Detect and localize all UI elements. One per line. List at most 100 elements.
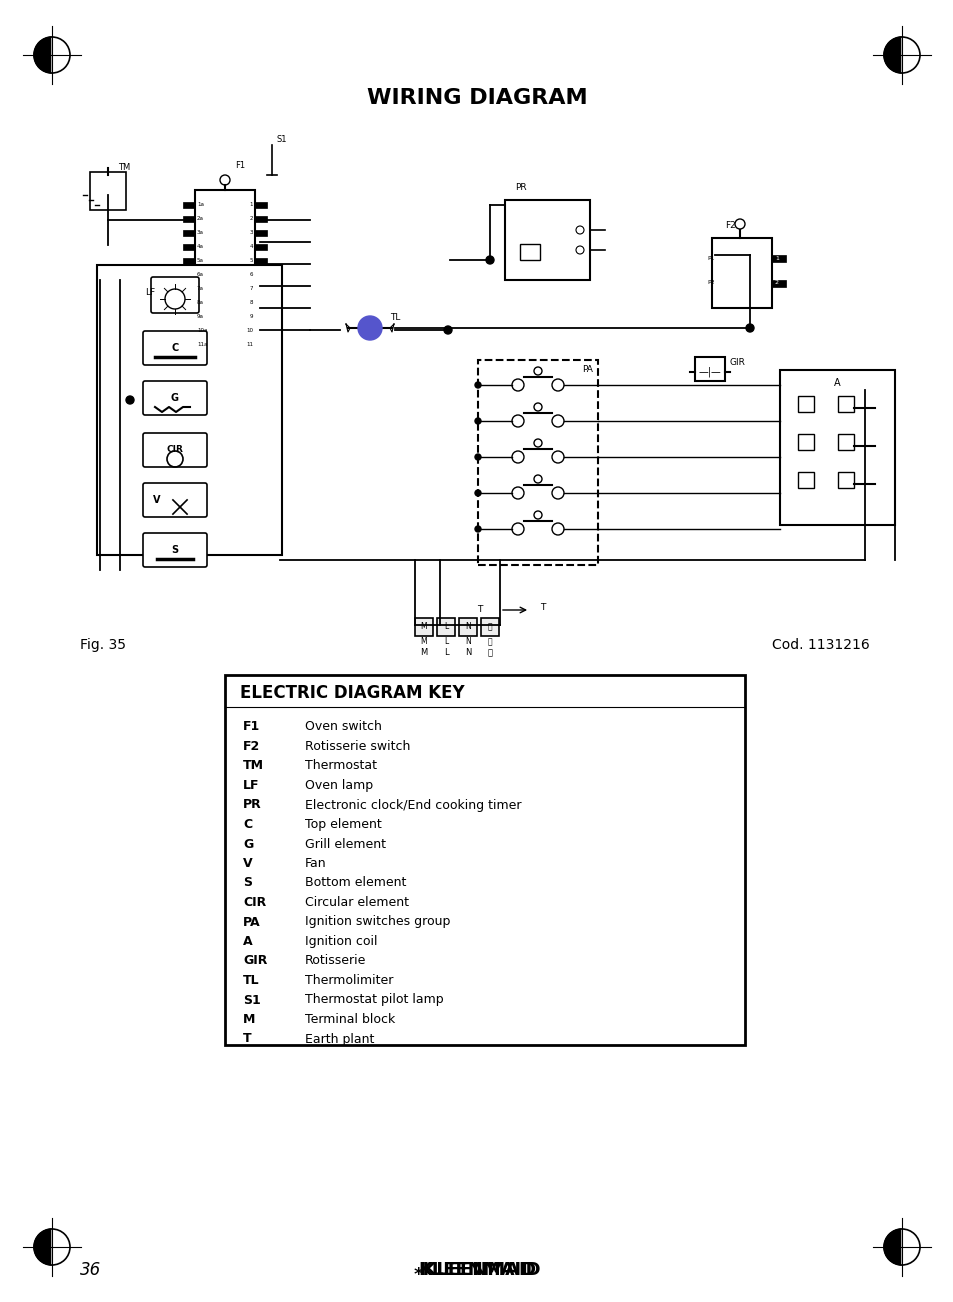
Circle shape [745,324,753,332]
Bar [225,674,744,1046]
Bar [183,202,194,208]
Bar [780,370,894,525]
Text: Oven switch: Oven switch [305,720,381,733]
Text: 7: 7 [250,286,253,292]
Circle shape [475,418,480,424]
Bar [183,243,194,250]
Bar [183,216,194,223]
Bar [183,286,194,292]
Text: TM: TM [118,164,131,172]
Text: F1: F1 [234,161,245,171]
Text: S1: S1 [243,993,260,1006]
Text: S1: S1 [276,135,287,145]
Text: ⏚: ⏚ [487,648,492,658]
Text: GIR: GIR [729,358,745,367]
Text: T: T [476,605,482,615]
Text: 6: 6 [250,272,253,277]
Text: A: A [833,378,840,388]
Text: LF: LF [145,289,155,297]
Text: 1: 1 [250,203,253,207]
Text: 3: 3 [250,230,253,236]
Bar [436,618,455,635]
Bar [254,299,267,306]
Bar [771,280,785,286]
Text: 5a: 5a [196,259,204,263]
Text: Rotisserie: Rotisserie [305,954,366,967]
Text: Bottom element: Bottom element [305,876,406,889]
Text: Rotisserie switch: Rotisserie switch [305,740,410,753]
Text: L: L [443,638,448,647]
Text: Circular element: Circular element [305,896,409,909]
Circle shape [475,526,480,533]
Text: Fig. 35: Fig. 35 [80,638,126,652]
Text: GIR: GIR [243,954,267,967]
Bar [254,314,267,320]
Text: Ignition switches group: Ignition switches group [305,915,450,928]
Text: 1a: 1a [196,203,204,207]
Bar [183,272,194,279]
Text: 36: 36 [80,1262,101,1279]
Text: L: L [443,648,448,658]
Text: —|—: —|— [698,367,720,378]
Text: PA: PA [581,365,593,374]
Text: Earth plant: Earth plant [305,1032,374,1046]
Text: P2: P2 [706,280,714,285]
Circle shape [357,316,381,340]
Bar [254,342,267,348]
Text: TM: TM [243,759,264,772]
Circle shape [475,454,480,460]
Text: G: G [243,837,253,850]
Wedge shape [34,1229,52,1266]
Text: S: S [243,876,252,889]
Wedge shape [34,36,52,73]
Wedge shape [883,36,901,73]
Wedge shape [901,1229,919,1266]
Bar [254,202,267,208]
FancyBboxPatch shape [143,483,207,517]
Bar [695,357,724,381]
Text: 5: 5 [250,259,253,263]
Bar [183,258,194,264]
Text: ⏚: ⏚ [487,638,492,647]
Text: TL: TL [243,974,259,987]
Bar [771,255,785,262]
Bar [254,258,267,264]
Text: T: T [539,604,545,612]
Bar [797,434,813,450]
Text: 6a: 6a [196,272,204,277]
Text: 7a: 7a [196,286,204,292]
Text: PR: PR [243,798,261,811]
Bar [183,342,194,348]
Text: 2: 2 [250,216,253,221]
Bar [458,618,476,635]
Text: 8a: 8a [196,301,204,306]
Text: N: N [464,648,471,658]
Text: 2: 2 [774,280,779,285]
Text: PR: PR [515,184,526,193]
Text: M: M [420,648,427,658]
Text: WIRING DIAGRAM: WIRING DIAGRAM [366,89,587,108]
Text: Ignition coil: Ignition coil [305,935,377,948]
Bar [254,328,267,335]
Bar [504,201,589,280]
Text: V: V [152,495,160,505]
Bar [183,299,194,306]
Circle shape [475,381,480,388]
Text: M: M [420,622,427,631]
Bar [254,216,267,223]
Bar [254,286,267,292]
Bar [97,266,282,555]
FancyBboxPatch shape [143,533,207,566]
Bar [254,230,267,236]
Text: N: N [465,622,471,631]
Bar [837,434,853,450]
Circle shape [126,396,133,404]
Bar [254,272,267,279]
Wedge shape [883,1229,901,1266]
Text: 10a: 10a [196,328,208,333]
Text: C: C [243,818,252,831]
Text: F2: F2 [243,740,260,753]
Text: ELECTRIC DIAGRAM KEY: ELECTRIC DIAGRAM KEY [240,684,464,702]
Bar [183,314,194,320]
Text: G: G [171,393,179,404]
